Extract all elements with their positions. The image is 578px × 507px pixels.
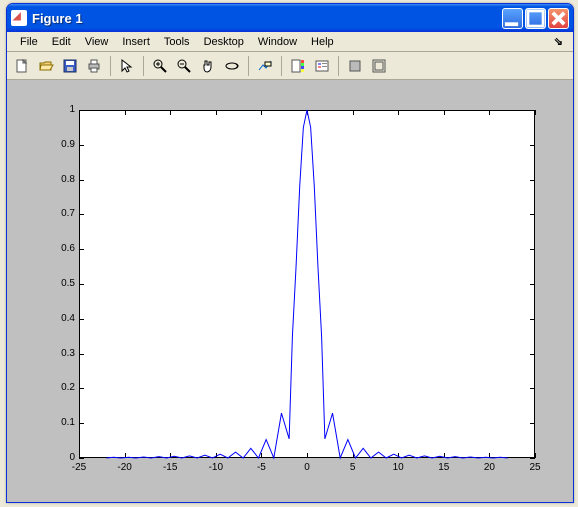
dock-toggle-icon[interactable]: ⇘ [550,35,567,48]
show-tools-icon[interactable] [368,55,390,77]
minimize-button[interactable] [502,8,523,29]
plot-line [7,80,573,502]
titlebar[interactable]: Figure 1 [7,4,573,32]
matlab-icon [11,10,27,26]
legend-icon[interactable] [311,55,333,77]
close-button[interactable] [548,8,569,29]
save-icon[interactable] [59,55,81,77]
menu-insert[interactable]: Insert [115,34,157,50]
toolbar [7,52,573,80]
menu-desktop[interactable]: Desktop [197,34,251,50]
new-figure-icon[interactable] [11,55,33,77]
print-icon[interactable] [83,55,105,77]
data-cursor-icon[interactable] [254,55,276,77]
colorbar-icon[interactable] [287,55,309,77]
pointer-icon[interactable] [116,55,138,77]
toolbar-separator [110,56,111,76]
toolbar-separator [143,56,144,76]
toolbar-separator [338,56,339,76]
zoom-in-icon[interactable] [149,55,171,77]
menubar: File Edit View Insert Tools Desktop Wind… [7,32,573,52]
figure-canvas[interactable]: 00.10.20.30.40.50.60.70.80.91-25-20-15-1… [7,80,573,502]
menu-edit[interactable]: Edit [45,34,78,50]
menu-window[interactable]: Window [251,34,304,50]
window-title: Figure 1 [32,11,502,26]
rotate3d-icon[interactable] [221,55,243,77]
window-controls [502,8,569,29]
hide-tools-icon[interactable] [344,55,366,77]
menu-tools[interactable]: Tools [157,34,197,50]
open-icon[interactable] [35,55,57,77]
maximize-button[interactable] [525,8,546,29]
toolbar-separator [248,56,249,76]
toolbar-separator [281,56,282,76]
pan-icon[interactable] [197,55,219,77]
menu-file[interactable]: File [13,34,45,50]
menubar-items: File Edit View Insert Tools Desktop Wind… [13,34,341,50]
menu-view[interactable]: View [78,34,116,50]
figure-window: Figure 1 File Edit View Insert Tools Des… [6,3,574,503]
zoom-out-icon[interactable] [173,55,195,77]
menu-help[interactable]: Help [304,34,341,50]
